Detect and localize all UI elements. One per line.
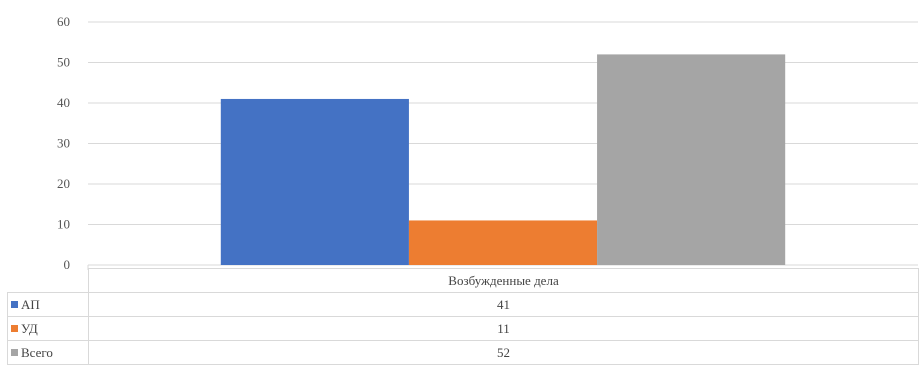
series-value: 41	[88, 292, 919, 317]
data-table-row: АП 41	[7, 292, 919, 317]
y-tick-label: 20	[57, 176, 70, 191]
y-tick-label: 0	[64, 257, 71, 270]
series-value: 11	[88, 316, 919, 341]
data-table-row: УД 11	[7, 316, 919, 341]
y-tick-label: 60	[57, 14, 70, 29]
y-tick-label: 30	[57, 136, 70, 151]
series-name: УД	[21, 320, 38, 336]
data-table: Возбужденные дела АП 41 УД 11 Всего 52	[7, 268, 919, 365]
y-tick-label: 10	[57, 217, 70, 232]
bars	[220, 54, 786, 266]
data-table-header-row: Возбужденные дела	[7, 268, 919, 293]
legend-swatch-ap	[11, 300, 18, 308]
legend-swatch-total	[11, 348, 18, 356]
legend-swatch-ud	[11, 324, 18, 332]
series-value: 52	[88, 340, 919, 365]
category-label: Возбужденные дела	[88, 268, 919, 293]
series-label-ud: УД	[7, 316, 89, 341]
y-axis-ticks: 0 10 20 30 40 50 60	[57, 14, 70, 270]
y-tick-label: 40	[57, 95, 70, 110]
bar	[220, 98, 409, 265]
data-table-corner	[7, 268, 89, 293]
bar	[408, 220, 598, 265]
data-table-row: Всего 52	[7, 340, 919, 365]
bar	[597, 54, 786, 266]
series-label-total: Всего	[7, 340, 89, 365]
series-name: Всего	[21, 344, 53, 360]
series-name: АП	[21, 296, 40, 312]
y-tick-label: 50	[57, 55, 70, 70]
series-label-ap: АП	[7, 292, 89, 317]
bar-chart: 0 10 20 30 40 50 60	[57, 14, 918, 270]
